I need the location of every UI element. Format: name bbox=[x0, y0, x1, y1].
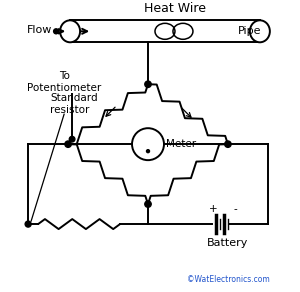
Text: Flow: Flow bbox=[27, 25, 52, 35]
Text: -: - bbox=[233, 204, 237, 214]
Text: Meter: Meter bbox=[166, 139, 196, 149]
Ellipse shape bbox=[250, 20, 270, 42]
Ellipse shape bbox=[60, 20, 80, 42]
Circle shape bbox=[25, 221, 31, 227]
Circle shape bbox=[145, 201, 151, 207]
Circle shape bbox=[132, 128, 164, 160]
Text: Pipe: Pipe bbox=[238, 26, 261, 36]
Circle shape bbox=[145, 81, 151, 87]
Text: ©WatElectronics.com: ©WatElectronics.com bbox=[187, 275, 269, 284]
Circle shape bbox=[146, 150, 149, 153]
Text: Battery: Battery bbox=[207, 238, 249, 248]
Text: Standard
resistor: Standard resistor bbox=[50, 93, 98, 115]
Text: Heat Wire: Heat Wire bbox=[144, 2, 206, 15]
Circle shape bbox=[225, 141, 231, 147]
Circle shape bbox=[69, 136, 75, 142]
Circle shape bbox=[54, 29, 58, 34]
Text: To
Potentiometer: To Potentiometer bbox=[27, 72, 101, 93]
Text: +: + bbox=[208, 204, 217, 214]
Circle shape bbox=[65, 141, 71, 147]
